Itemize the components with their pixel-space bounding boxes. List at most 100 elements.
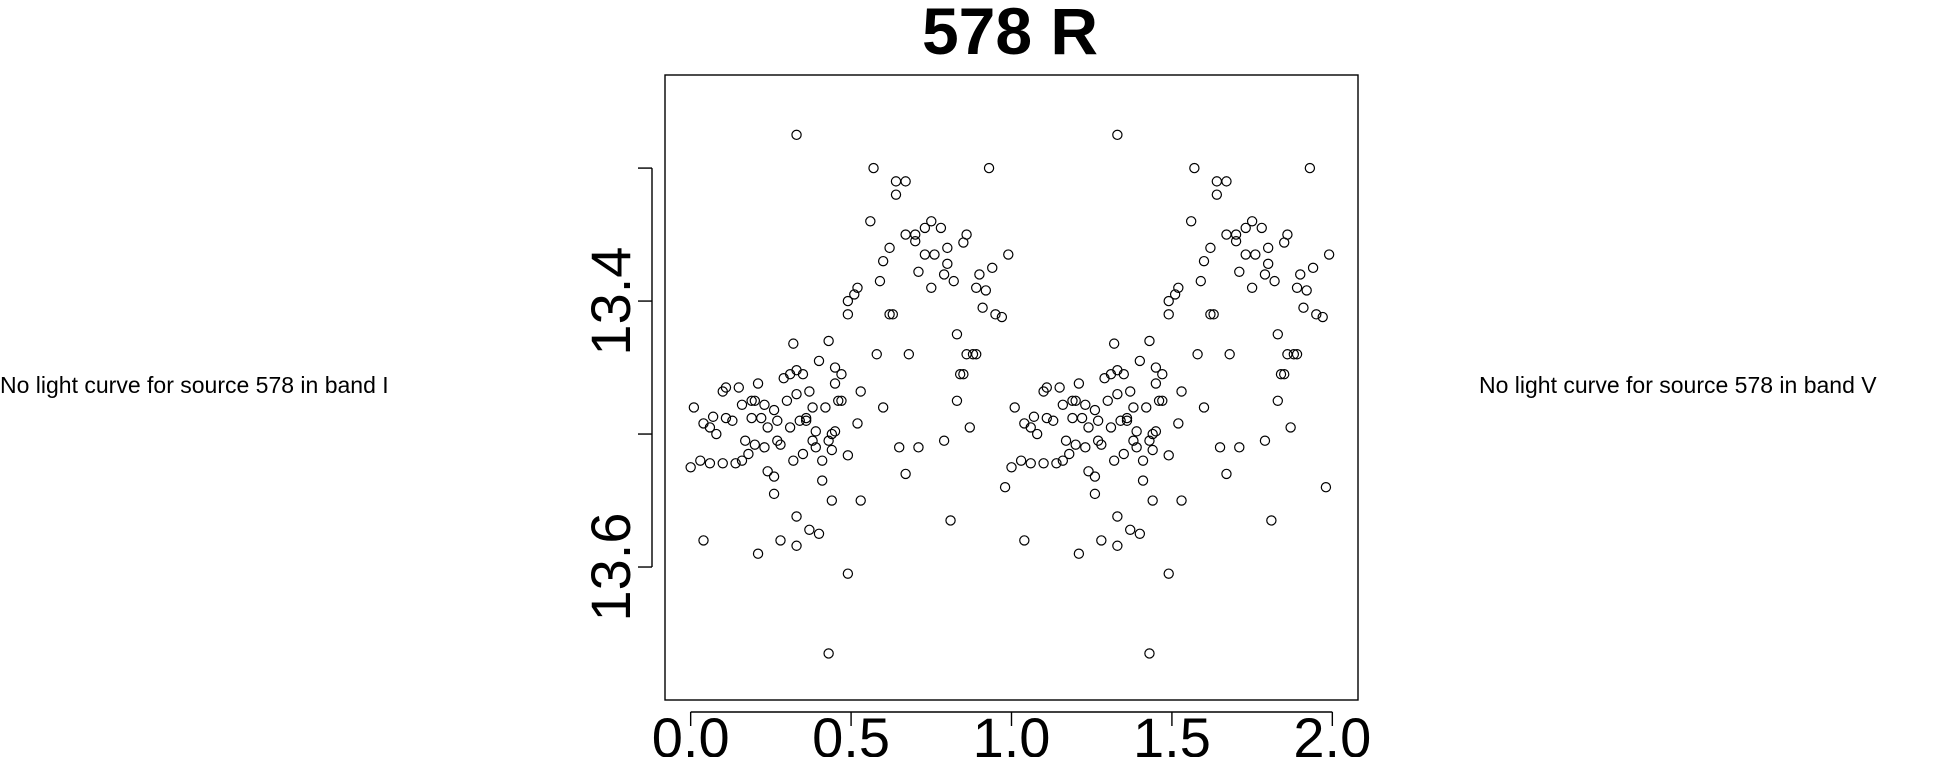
data-point (1025, 422, 1036, 433)
data-point (833, 395, 844, 406)
data-point (1015, 455, 1027, 466)
data-point (877, 255, 889, 267)
data-point (730, 458, 741, 469)
data-points (685, 129, 1335, 659)
data-point (1307, 262, 1319, 274)
data-point (1230, 236, 1242, 247)
data-point (727, 415, 738, 426)
data-point (1051, 458, 1062, 469)
data-point (1134, 528, 1146, 539)
data-point (1125, 524, 1136, 535)
data-point (720, 382, 732, 393)
x-tick-label: 1.5 (1133, 706, 1211, 757)
data-point (756, 412, 767, 424)
data-point (1269, 275, 1280, 287)
data-point (942, 242, 953, 254)
data-point (1057, 399, 1069, 410)
data-point (1163, 309, 1174, 320)
data-point (942, 258, 953, 270)
data-point (938, 435, 950, 446)
data-point (1246, 216, 1258, 227)
data-point (1121, 412, 1133, 424)
data-point (1003, 249, 1014, 260)
data-point (826, 428, 838, 440)
data-point (964, 422, 975, 433)
data-point (855, 495, 866, 506)
y-tick-label: 13.4 (579, 247, 642, 356)
data-point (926, 282, 937, 293)
data-point (1279, 369, 1290, 380)
data-point (836, 369, 847, 380)
data-point (698, 535, 709, 546)
data-point (884, 242, 895, 254)
data-point (929, 249, 940, 260)
data-point (826, 495, 838, 506)
data-point (958, 369, 969, 380)
data-point (1250, 249, 1261, 260)
data-point (1176, 495, 1187, 506)
data-point (1211, 176, 1223, 187)
data-point (1112, 129, 1123, 141)
no-curve-note-band-v: No light curve for source 578 in band V (1479, 372, 1877, 398)
data-point (1025, 458, 1036, 469)
data-point (1195, 275, 1206, 287)
data-point (1009, 402, 1020, 413)
data-point (804, 524, 815, 535)
data-point (704, 458, 716, 469)
data-point (919, 222, 931, 234)
data-point (1288, 349, 1300, 360)
data-point (1198, 255, 1210, 267)
data-point (1221, 229, 1232, 240)
data-point (1185, 216, 1197, 227)
chart-title: 578 R (922, 0, 1098, 68)
data-point (784, 422, 796, 433)
data-point (1150, 362, 1162, 373)
data-point (910, 229, 921, 240)
data-point (980, 285, 992, 296)
data-point (1240, 222, 1251, 234)
data-point (1041, 382, 1052, 393)
data-point (810, 426, 821, 437)
data-point (749, 395, 761, 406)
data-point (1006, 462, 1017, 473)
data-point (1096, 535, 1107, 546)
data-point (1080, 399, 1091, 410)
data-point (871, 349, 882, 360)
data-point (826, 444, 838, 456)
x-tick-label: 0.0 (652, 706, 730, 757)
data-point (1038, 458, 1049, 469)
data-point (1285, 422, 1296, 433)
data-point (688, 402, 700, 413)
data-point (1208, 309, 1219, 320)
data-point (935, 222, 947, 234)
data-point (817, 455, 828, 466)
data-point (987, 262, 998, 274)
data-point (752, 378, 764, 389)
data-point (1259, 435, 1271, 446)
data-point (733, 382, 744, 393)
data-point (1259, 269, 1271, 280)
data-point (855, 386, 866, 397)
data-point (1028, 411, 1040, 422)
data-point (1089, 471, 1101, 482)
data-point (1121, 415, 1133, 426)
data-point (1153, 395, 1165, 406)
data-point (1230, 229, 1242, 240)
data-point (919, 249, 931, 260)
data-point (797, 448, 809, 460)
data-point (1019, 535, 1030, 546)
data-point (903, 349, 915, 360)
data-point (971, 349, 982, 360)
data-point (842, 295, 854, 307)
data-point (910, 236, 921, 247)
data-point (1112, 511, 1123, 522)
data-point (1105, 422, 1117, 433)
data-point (990, 309, 1001, 320)
data-point (762, 466, 773, 477)
data-point (685, 462, 696, 473)
data-point (1147, 428, 1158, 440)
data-point (810, 442, 821, 453)
data-point (1317, 311, 1328, 323)
data-point (1060, 435, 1072, 446)
